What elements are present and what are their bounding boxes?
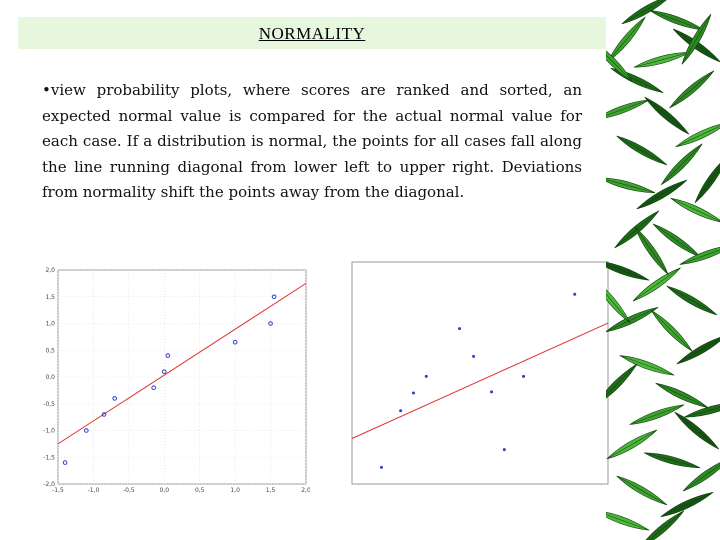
data-point — [268, 321, 273, 326]
y-tick-label: 1,0 — [45, 321, 55, 328]
bamboo-leaf — [644, 96, 690, 135]
bamboo-leaf — [619, 355, 675, 376]
data-point — [472, 354, 476, 358]
data-point — [271, 294, 277, 300]
y-tick-label: 2,0 — [45, 267, 55, 274]
bamboo-leaf — [694, 155, 720, 204]
data-point — [502, 448, 506, 452]
bamboo-leaf — [629, 404, 685, 425]
bamboo-leaf — [652, 223, 701, 258]
bamboo-leaf — [621, 0, 673, 25]
data-point — [112, 396, 117, 401]
bamboo-leaf — [660, 143, 703, 186]
data-point — [151, 385, 156, 390]
bamboo-leaf — [674, 411, 720, 450]
bamboo-leaf — [666, 285, 718, 316]
probability-plot-left-svg: -1,5 -1,0 -0,5 0,0 0,5 1,0 1,5 2,0 2,0 1,5 1,0 0,5 0… — [43, 267, 310, 494]
data-point — [399, 409, 403, 413]
bamboo-leaf — [679, 244, 720, 265]
bamboo-leaf — [632, 267, 681, 302]
bamboo-leaf — [633, 51, 691, 68]
data-point — [490, 390, 494, 394]
bamboo-leaf — [670, 197, 720, 223]
bamboo-leaf — [616, 475, 668, 506]
bamboo-leaf — [681, 13, 712, 65]
x-tick-label: 0,0 — [160, 487, 170, 494]
y-tick-label: 1,5 — [45, 294, 55, 301]
bamboo-leaf — [606, 429, 658, 460]
bamboo-leaf — [594, 510, 650, 531]
bamboo-leaf — [636, 179, 688, 210]
data-point — [62, 460, 68, 465]
data-point — [161, 369, 167, 374]
bamboo-leaf — [675, 122, 720, 148]
y-tick-label: -2,0 — [43, 481, 55, 488]
bamboo-leaf — [598, 177, 656, 194]
x-tick-label: 2,0 — [301, 487, 310, 494]
slide-body: •view probability plots, where scores ar… — [42, 78, 582, 206]
data-point — [411, 391, 415, 395]
y-tick-label: 0,0 — [45, 374, 55, 381]
bamboo-leaf — [650, 309, 693, 352]
x-tick-label: -0,5 — [123, 487, 135, 494]
x-tick-label: -1,0 — [88, 487, 100, 494]
probability-plot-left: -1,5 -1,0 -0,5 0,0 0,5 1,0 1,5 2,0 2,0 1,5 1,0 0,5 0… — [30, 262, 310, 496]
y-tick-label: -1,0 — [43, 428, 55, 435]
bamboo-leaf — [639, 510, 685, 540]
x-tick-label: 1,5 — [266, 487, 276, 494]
data-point — [101, 412, 107, 417]
data-point — [379, 465, 383, 469]
bamboo-leaf — [594, 99, 650, 120]
fit-line — [57, 282, 307, 445]
bamboo-leaf — [676, 334, 720, 365]
bamboo-leaf — [660, 492, 714, 518]
data-point — [424, 374, 428, 378]
x-tick-label: -1,5 — [52, 487, 64, 494]
bamboo-leaf — [683, 401, 720, 418]
x-tick-label: 0,5 — [195, 487, 205, 494]
bamboo-leaf — [649, 10, 705, 31]
bamboo-leaf — [607, 16, 646, 62]
y-tick-label: -1,5 — [43, 454, 55, 461]
bamboo-leaf — [634, 226, 669, 275]
slide-title-bar: NORMALITY — [18, 17, 606, 49]
data-point — [573, 292, 577, 296]
plot-area — [351, 261, 609, 485]
body-paragraph: view probability plots, where scores are… — [42, 81, 582, 201]
bullet-marker: • — [42, 81, 51, 99]
bamboo-leaf — [605, 307, 659, 333]
data-point — [165, 353, 171, 358]
data-point — [232, 339, 238, 345]
data-point — [458, 327, 462, 331]
data-point — [84, 428, 89, 433]
bamboo-leaf — [595, 363, 638, 406]
y-tick-label: -0,5 — [43, 401, 55, 408]
slide-title: NORMALITY — [258, 24, 366, 43]
bamboo-leaf — [643, 452, 701, 469]
data-point — [522, 374, 526, 378]
probability-plot-right-svg — [351, 261, 609, 485]
fit-line — [351, 322, 609, 439]
bamboo-leaf — [669, 70, 715, 109]
bamboo-leaf — [616, 135, 668, 166]
y-tick-label: 0,5 — [45, 347, 55, 354]
bamboo-leaf — [594, 260, 650, 281]
bamboo-decoration — [590, 0, 720, 540]
bamboo-leaves-image — [590, 0, 720, 540]
bamboo-leaf — [682, 457, 720, 492]
x-tick-label: 1,0 — [230, 487, 240, 494]
probability-plot-right — [351, 261, 609, 485]
